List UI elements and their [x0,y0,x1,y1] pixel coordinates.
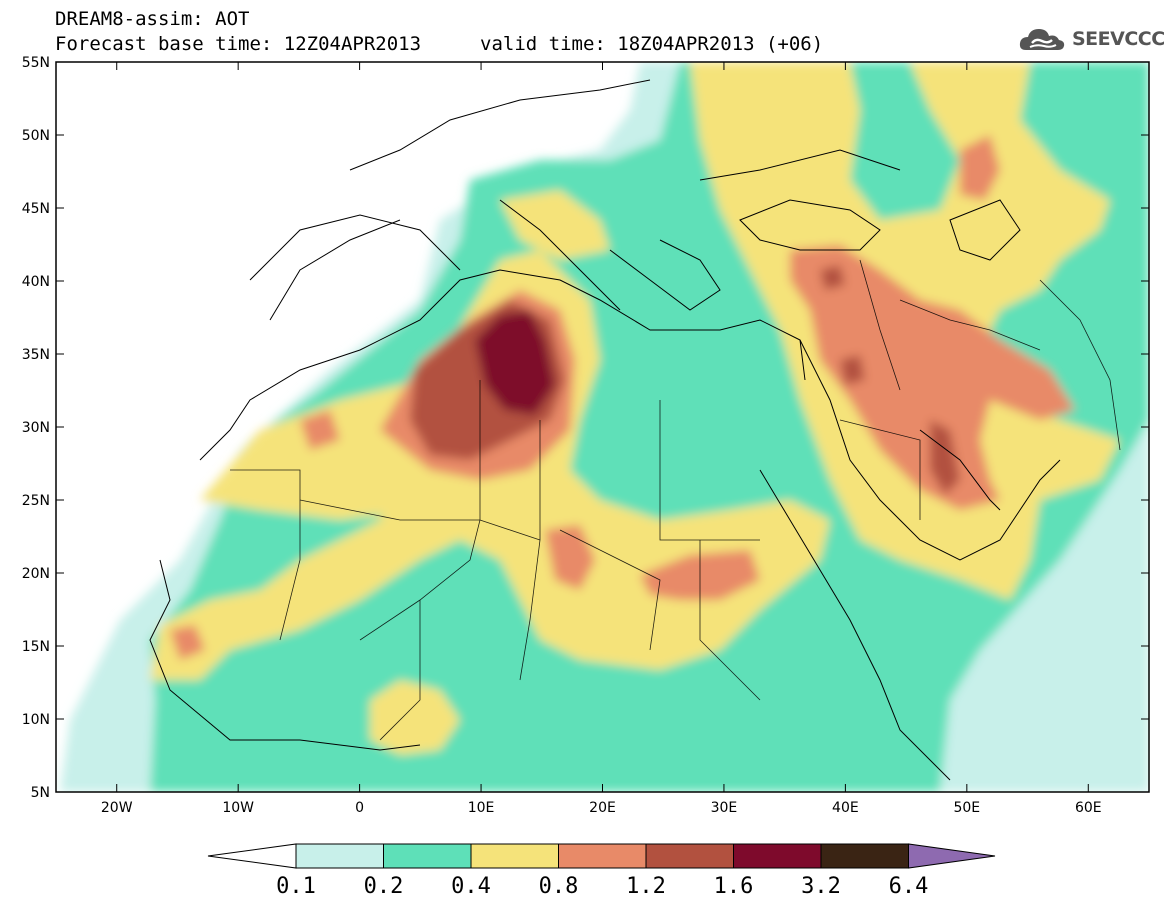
valid-time-text: valid time: 18Z04APR2013 (+06) [480,33,824,55]
colorbar-level-label: 0.1 [276,874,316,899]
lat-tick-label: 25N [22,493,50,509]
lat-tick-label: 10N [22,712,50,728]
colorbar: 0.1 0.2 0.4 0.8 1.2 1.6 3.2 6.4 [207,843,996,899]
lat-tick-label: 55N [22,55,50,71]
lat-tick-label: 5N [31,785,50,801]
map-title: DREAM8-assim: AOT [55,8,250,30]
lon-tick-label: 0 [355,800,364,816]
colorbar-swatch [558,843,647,869]
colorbar-over-arrow [908,843,996,869]
colorbar-level-label: 6.4 [889,874,929,899]
coastlines [149,79,1061,781]
colorbar-swatch [383,843,472,869]
colorbar-swatch [295,843,384,869]
colorbar-swatch [820,843,909,869]
colorbar-swatch [470,843,559,869]
aot-field [56,62,1149,792]
logo-text: SEEVCCC [1072,28,1165,50]
lon-tick-label: 20E [589,800,616,816]
lon-tick-label: 20W [101,800,133,816]
lat-tick-label: 45N [22,201,50,217]
lat-tick-label: 50N [22,128,50,144]
lat-tick-label: 30N [22,420,50,436]
lat-tick-label: 35N [22,347,50,363]
lon-tick-label: 10E [468,800,495,816]
lon-tick-label: 10W [222,800,254,816]
forecast-time-line: Forecast base time: 12Z04APR2013 valid ti… [55,33,823,55]
colorbar-level-label: 0.4 [451,874,491,899]
colorbar-under-arrow [207,843,297,869]
colorbar-swatch [645,843,734,869]
latitude-axis: 5N 10N 15N 20N 25N 30N 35N 40N 45N 50N 55N [22,55,1149,801]
lat-tick-label: 15N [22,639,50,655]
base-time-text: Forecast base time: 12Z04APR2013 [55,33,422,55]
lat-tick-label: 20N [22,566,50,582]
aot-band-1.6 [475,310,555,415]
lon-tick-label: 60E [1075,800,1102,816]
colorbar-level-label: 1.2 [626,874,666,899]
colorbar-level-label: 0.2 [364,874,404,899]
lon-tick-label: 50E [953,800,980,816]
longitude-axis: 20W 10W 0 10E 20E 30E 40E 50E 60E [101,62,1102,816]
lon-tick-label: 40E [832,800,859,816]
cloud-icon [1019,29,1065,50]
lat-tick-label: 40N [22,274,50,290]
lon-tick-label: 30E [711,800,738,816]
colorbar-level-label: 3.2 [801,874,841,899]
colorbar-level-label: 1.6 [714,874,754,899]
colorbar-level-label: 0.8 [539,874,579,899]
colorbar-swatch [733,843,822,869]
seevccc-logo: SEEVCCC [1018,24,1165,56]
country-borders [230,259,1121,741]
